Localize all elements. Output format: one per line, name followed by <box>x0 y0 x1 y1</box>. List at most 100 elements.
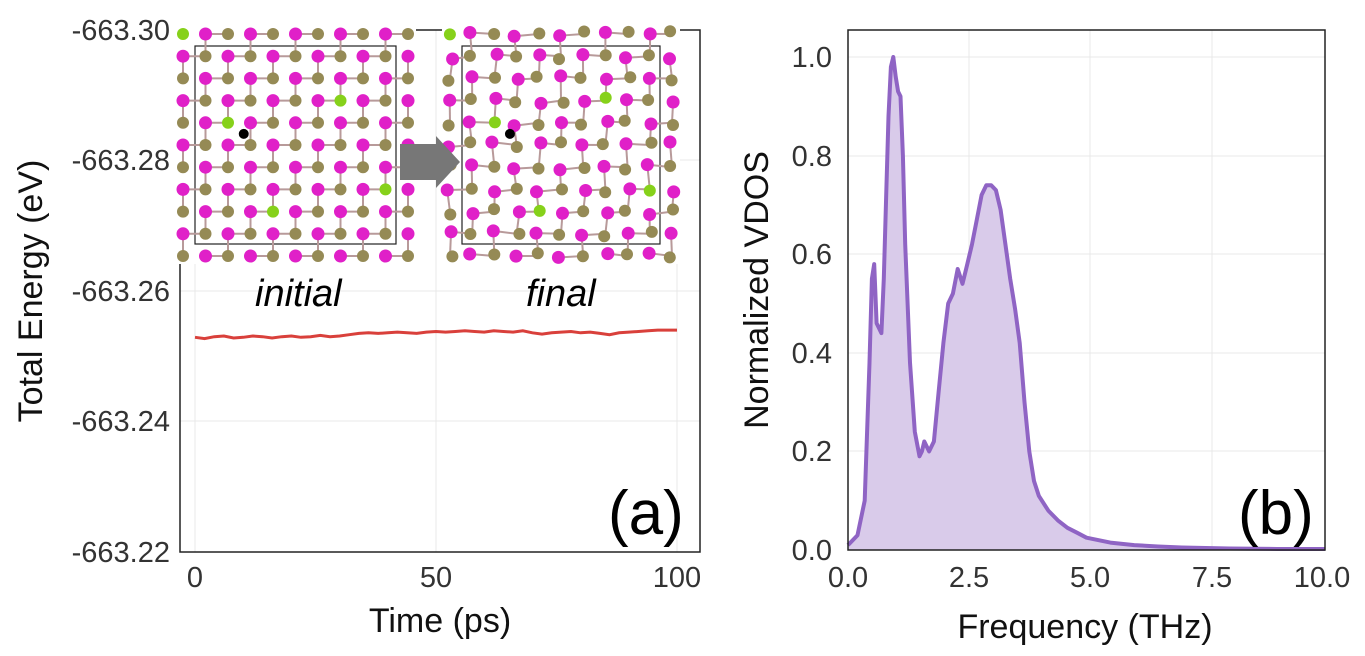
y-tick-label-a: -663.28 <box>72 145 170 177</box>
atom <box>533 204 546 217</box>
atom <box>529 226 543 240</box>
atom <box>555 136 567 149</box>
atom <box>222 72 234 85</box>
atom <box>221 94 235 108</box>
atom <box>642 246 656 260</box>
y-axis-label-b: Normalized VDOS <box>738 151 776 429</box>
inset-initial-structure <box>175 26 416 264</box>
atom <box>334 183 347 196</box>
atom <box>312 72 324 85</box>
atom <box>530 185 543 199</box>
atom <box>642 94 655 106</box>
atom <box>579 184 593 197</box>
inset-final-structure <box>440 25 681 264</box>
atom <box>357 250 369 262</box>
atom <box>311 49 325 63</box>
atom <box>199 183 212 196</box>
atom <box>221 227 235 241</box>
atom <box>357 161 369 174</box>
atom <box>466 207 480 221</box>
atom <box>619 163 632 176</box>
atom <box>244 183 257 196</box>
atom <box>619 51 632 65</box>
atom <box>199 227 212 240</box>
atom <box>556 183 568 196</box>
atom <box>663 135 677 149</box>
atom <box>356 94 370 108</box>
atom <box>446 250 459 263</box>
atom <box>357 116 369 129</box>
atom <box>221 49 235 63</box>
atom <box>488 203 500 216</box>
x-tick-label-b: 7.5 <box>1192 562 1232 594</box>
atom <box>622 25 635 38</box>
y-axis-label-a: Total Energy (eV) <box>12 160 50 423</box>
x-axis-label-a: Time (ps) <box>369 602 511 640</box>
atom <box>244 27 257 41</box>
atom <box>334 205 347 219</box>
atom <box>356 182 370 196</box>
atom <box>334 94 347 107</box>
atom <box>199 139 212 151</box>
atom <box>619 137 633 151</box>
atom <box>312 205 324 218</box>
atom <box>485 135 499 149</box>
atom <box>511 72 525 86</box>
atom <box>620 93 633 107</box>
atom <box>488 160 501 173</box>
atom <box>489 91 503 105</box>
atom <box>442 119 455 132</box>
atom <box>446 52 460 66</box>
atom <box>643 27 657 41</box>
atom <box>311 227 325 241</box>
atom <box>442 74 455 87</box>
atom <box>222 28 234 40</box>
atom <box>199 160 212 174</box>
x-tick-label-a: 0 <box>187 562 203 594</box>
atom <box>575 228 589 242</box>
atom <box>199 50 212 63</box>
atom <box>490 47 504 61</box>
atom <box>553 228 566 241</box>
atom <box>357 72 369 85</box>
atom <box>177 72 189 85</box>
atom <box>266 182 280 196</box>
atom <box>575 118 587 131</box>
atom <box>534 136 548 150</box>
atom <box>507 29 521 43</box>
atom <box>267 205 279 218</box>
atom <box>530 70 543 83</box>
atom <box>464 136 477 149</box>
atom <box>664 25 677 38</box>
atom <box>402 250 414 262</box>
atom <box>444 225 458 239</box>
atom <box>334 249 347 263</box>
atom <box>289 71 302 85</box>
atom <box>312 250 324 262</box>
atom <box>266 49 280 63</box>
atom <box>578 94 592 108</box>
atom <box>244 116 257 130</box>
atom <box>640 158 654 172</box>
atom <box>289 94 302 107</box>
atom <box>557 96 570 109</box>
tracer-atom <box>504 128 515 139</box>
atom <box>221 182 235 196</box>
atom <box>266 94 280 108</box>
x-tick-label-b: 0.0 <box>828 562 868 594</box>
atom <box>576 250 589 263</box>
atom <box>642 71 656 85</box>
plot-frame-b <box>847 29 1326 551</box>
atom <box>401 227 415 241</box>
atom <box>601 206 615 220</box>
atom <box>577 205 590 218</box>
atom <box>312 28 324 40</box>
atom <box>642 49 655 62</box>
x-tick-label-b: 10.0 <box>1294 562 1350 594</box>
atom <box>618 204 631 217</box>
atom <box>267 28 279 40</box>
atom <box>176 182 190 196</box>
atom <box>599 49 612 62</box>
atom <box>533 48 547 62</box>
atom <box>601 114 615 128</box>
